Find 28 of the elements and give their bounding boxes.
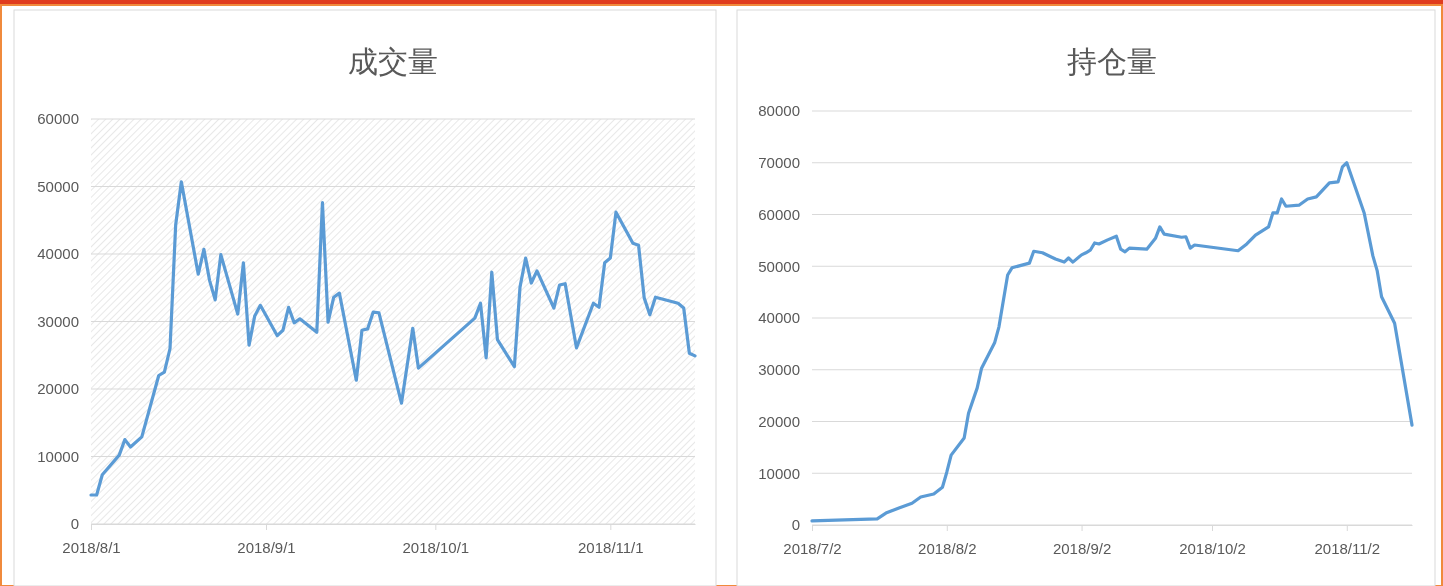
y-tick-label: 80000 — [758, 102, 800, 120]
y-tick-label: 20000 — [37, 380, 79, 398]
x-tick-label: 2018/9/2 — [1052, 539, 1112, 557]
x-tick-label: 2018/10/1 — [402, 538, 470, 556]
y-tick-label: 0 — [791, 516, 800, 534]
y-tick-label: 30000 — [758, 361, 800, 379]
y-tick-label: 40000 — [37, 245, 79, 263]
x-tick-label: 2018/7/2 — [783, 539, 842, 557]
y-tick-label: 70000 — [758, 154, 800, 172]
y-tick-label: 30000 — [37, 312, 79, 330]
x-tick-label: 2018/11/1 — [578, 538, 644, 556]
y-tick-label: 20000 — [758, 412, 800, 430]
x-tick-label: 2018/8/1 — [62, 538, 121, 556]
chart-title: 成交量 — [348, 44, 438, 79]
y-tick-label: 10000 — [37, 447, 79, 465]
y-tick-label: 60000 — [37, 110, 79, 128]
y-tick-label: 60000 — [758, 205, 800, 223]
y-tick-label: 40000 — [758, 309, 800, 327]
y-tick-label: 50000 — [37, 177, 79, 195]
y-tick-label: 0 — [70, 515, 79, 533]
line-series — [89, 180, 697, 497]
x-tick-label: 2018/10/2 — [1179, 539, 1246, 557]
chart-title: 持仓量 — [1067, 44, 1157, 79]
x-tick-label: 2018/9/1 — [237, 538, 296, 556]
y-tick-label: 10000 — [758, 464, 800, 482]
x-tick-label: 2018/8/2 — [918, 539, 977, 557]
x-tick-label: 2018/11/2 — [1314, 539, 1381, 557]
y-tick-label: 50000 — [758, 257, 800, 275]
